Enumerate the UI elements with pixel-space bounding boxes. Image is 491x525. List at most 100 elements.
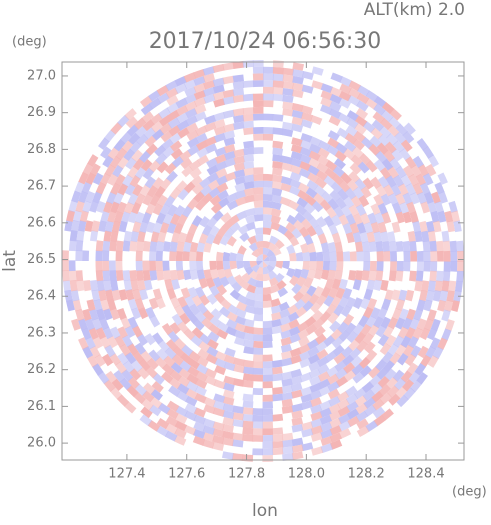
radar-cell	[272, 366, 283, 375]
radar-cell	[184, 93, 197, 105]
radar-cell	[366, 231, 376, 243]
radar-cell	[342, 251, 351, 262]
radar-cell	[262, 286, 272, 295]
radar-cell	[76, 230, 85, 242]
radar-cell	[223, 130, 236, 140]
radar-cell	[380, 118, 393, 131]
radar-cell	[334, 241, 343, 253]
radar-cell	[149, 250, 157, 261]
radar-cell	[263, 254, 268, 261]
radar-cell	[410, 164, 422, 178]
radar-cell	[223, 144, 236, 154]
radar-cell	[155, 152, 168, 165]
radar-cell	[332, 344, 345, 357]
radar-cell	[236, 210, 248, 221]
x-tick-label: 127.6	[168, 467, 205, 482]
radar-cell	[242, 93, 254, 102]
radar-cell	[191, 215, 203, 227]
radar-cell	[185, 122, 199, 134]
radar-cell	[226, 192, 238, 203]
radar-cell	[366, 279, 376, 291]
radar-cell	[174, 304, 186, 317]
radar-cell	[301, 428, 314, 438]
radar-cell	[82, 200, 92, 213]
radar-cell	[402, 130, 415, 144]
radar-cell	[226, 235, 237, 247]
radar-cell	[309, 143, 322, 154]
radar-cell	[222, 260, 231, 270]
radar-cell	[365, 315, 377, 328]
radar-cell	[300, 268, 309, 280]
radar-cell	[252, 93, 264, 101]
radar-cell	[289, 171, 302, 182]
radar-cell	[134, 211, 145, 224]
radar-cell	[348, 80, 362, 92]
radar-cell	[118, 220, 128, 233]
radar-cell	[140, 350, 153, 363]
radar-cell	[323, 295, 335, 307]
radar-cell	[327, 312, 339, 324]
radar-cell	[243, 187, 255, 197]
radar-cell	[300, 292, 312, 304]
radar-cell	[262, 340, 273, 349]
radar-cell	[252, 60, 264, 67]
radar-cell	[320, 242, 330, 253]
radar-cell	[308, 217, 320, 229]
radar-cell	[89, 200, 99, 213]
radar-cell	[406, 201, 417, 214]
radar-cell	[184, 232, 195, 244]
radar-cell	[256, 260, 263, 266]
radar-cell	[406, 362, 419, 375]
radar-cell	[263, 73, 274, 81]
radar-cell	[134, 166, 147, 180]
radar-cell	[105, 220, 114, 233]
radar-cell	[362, 332, 374, 345]
radar-cell	[75, 200, 85, 213]
radar-cell	[81, 327, 92, 341]
radar-cell	[432, 220, 442, 233]
radar-cell	[135, 193, 146, 206]
radar-cell	[196, 251, 204, 261]
radar-cell	[370, 176, 382, 189]
radar-cell	[282, 453, 294, 462]
radar-cell	[408, 173, 419, 187]
radar-cell	[361, 381, 375, 394]
radar-cell	[252, 347, 263, 355]
radar-cell	[213, 393, 226, 403]
radar-cell	[337, 406, 351, 417]
radar-cell	[278, 301, 290, 312]
radar-cell	[187, 365, 200, 378]
radar-cell	[232, 74, 244, 83]
radar-cell	[291, 437, 304, 447]
radar-cell	[232, 419, 244, 428]
radar-cell	[329, 86, 343, 98]
radar-cell	[400, 335, 412, 349]
radar-cell	[294, 298, 306, 310]
radar-cell	[272, 386, 283, 395]
radar-cell	[282, 94, 294, 103]
radar-cell	[282, 108, 294, 117]
radar-cell	[156, 84, 170, 97]
radar-cell	[391, 289, 401, 302]
radar-cell	[439, 290, 449, 302]
radar-cell	[212, 442, 224, 452]
radar-cell	[405, 183, 416, 196]
radar-cell	[103, 279, 112, 292]
radar-cell	[118, 289, 128, 301]
radar-cell	[313, 325, 326, 338]
radar-cell	[137, 230, 146, 243]
radar-cell	[71, 289, 80, 302]
radar-cell	[96, 200, 106, 213]
radar-cell	[377, 375, 390, 389]
radar-cell	[190, 175, 203, 187]
radar-cell	[113, 370, 126, 383]
radar-cell	[368, 241, 377, 252]
radar-cell	[242, 113, 254, 122]
radar-cell	[441, 230, 450, 242]
radar-cell	[429, 337, 441, 350]
radar-cell	[99, 317, 110, 330]
radar-cell	[103, 379, 116, 392]
radar-cell	[213, 118, 226, 129]
radar-cell	[350, 355, 363, 368]
radar-cell	[331, 214, 342, 227]
